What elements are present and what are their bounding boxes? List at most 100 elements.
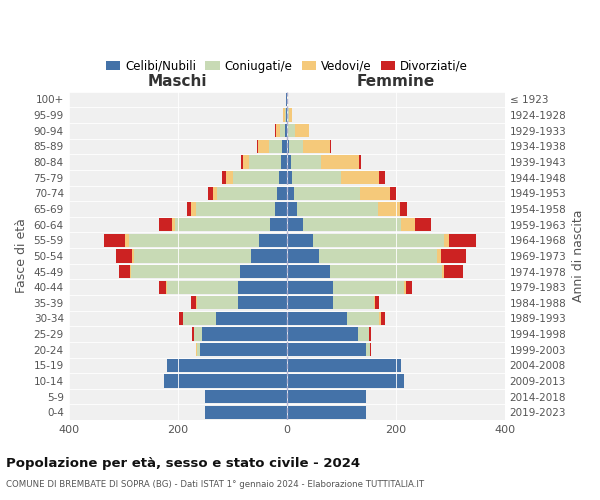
- Bar: [257, 140, 258, 153]
- Bar: [183, 312, 216, 325]
- Bar: [289, 140, 303, 153]
- Bar: [287, 374, 404, 388]
- Bar: [287, 156, 291, 168]
- Bar: [271, 218, 287, 232]
- Bar: [313, 234, 444, 247]
- Bar: [191, 296, 196, 310]
- Bar: [288, 108, 289, 122]
- Bar: [319, 249, 437, 262]
- Bar: [375, 296, 379, 310]
- Bar: [303, 140, 331, 153]
- Bar: [444, 234, 449, 247]
- Bar: [445, 265, 463, 278]
- Bar: [286, 108, 287, 122]
- Legend: Celibi/Nubili, Coniugati/e, Vedovi/e, Divorziati/e: Celibi/Nubili, Coniugati/e, Vedovi/e, Di…: [101, 55, 472, 78]
- Bar: [276, 124, 280, 138]
- Bar: [116, 249, 132, 262]
- Bar: [287, 186, 295, 200]
- Bar: [243, 156, 248, 168]
- Bar: [404, 280, 406, 294]
- Bar: [167, 358, 287, 372]
- Bar: [200, 343, 287, 356]
- Bar: [222, 171, 226, 184]
- Y-axis label: Anni di nascita: Anni di nascita: [572, 210, 585, 302]
- Bar: [259, 234, 287, 247]
- Bar: [295, 186, 360, 200]
- Bar: [366, 343, 370, 356]
- Bar: [205, 406, 287, 419]
- Bar: [251, 249, 287, 262]
- Bar: [258, 140, 269, 153]
- Bar: [287, 406, 366, 419]
- Bar: [390, 186, 397, 200]
- Bar: [187, 202, 191, 215]
- Bar: [172, 218, 175, 232]
- Bar: [303, 218, 401, 232]
- Bar: [287, 296, 333, 310]
- Bar: [104, 234, 125, 247]
- Bar: [132, 249, 134, 262]
- Bar: [287, 312, 347, 325]
- Bar: [441, 249, 466, 262]
- Text: COMUNE DI BREMBATE DI SOPRA (BG) - Dati ISTAT 1° gennaio 2024 - Elaborazione TUT: COMUNE DI BREMBATE DI SOPRA (BG) - Dati …: [6, 480, 424, 489]
- Bar: [291, 156, 321, 168]
- Y-axis label: Fasce di età: Fasce di età: [15, 218, 28, 294]
- Bar: [400, 202, 407, 215]
- Bar: [380, 312, 385, 325]
- Bar: [196, 202, 275, 215]
- Bar: [269, 140, 283, 153]
- Bar: [287, 358, 401, 372]
- Bar: [379, 202, 400, 215]
- Text: Maschi: Maschi: [148, 74, 208, 88]
- Bar: [166, 280, 167, 294]
- Bar: [287, 280, 333, 294]
- Bar: [202, 328, 287, 341]
- Bar: [296, 202, 379, 215]
- Bar: [216, 312, 287, 325]
- Bar: [289, 124, 295, 138]
- Bar: [277, 186, 287, 200]
- Bar: [193, 328, 194, 341]
- Bar: [196, 296, 197, 310]
- Bar: [275, 202, 287, 215]
- Bar: [119, 265, 130, 278]
- Bar: [125, 234, 128, 247]
- Bar: [281, 156, 287, 168]
- Bar: [333, 296, 374, 310]
- Bar: [406, 280, 412, 294]
- Bar: [130, 265, 131, 278]
- Bar: [379, 312, 380, 325]
- Text: Femmine: Femmine: [356, 74, 435, 88]
- Bar: [175, 218, 271, 232]
- Bar: [374, 296, 375, 310]
- Bar: [197, 343, 200, 356]
- Bar: [279, 171, 287, 184]
- Bar: [437, 249, 441, 262]
- Bar: [287, 390, 366, 404]
- Bar: [164, 374, 287, 388]
- Bar: [379, 171, 385, 184]
- Bar: [449, 234, 476, 247]
- Bar: [321, 156, 359, 168]
- Bar: [134, 249, 251, 262]
- Bar: [287, 218, 303, 232]
- Bar: [238, 280, 287, 294]
- Bar: [283, 108, 284, 122]
- Bar: [191, 202, 196, 215]
- Bar: [287, 265, 331, 278]
- Bar: [238, 296, 287, 310]
- Bar: [287, 171, 292, 184]
- Bar: [341, 171, 379, 184]
- Bar: [217, 186, 277, 200]
- Bar: [359, 156, 361, 168]
- Bar: [284, 124, 287, 138]
- Bar: [287, 202, 296, 215]
- Bar: [333, 280, 404, 294]
- Bar: [212, 186, 217, 200]
- Bar: [208, 186, 212, 200]
- Bar: [131, 265, 241, 278]
- Bar: [205, 390, 287, 404]
- Bar: [331, 265, 442, 278]
- Bar: [284, 108, 286, 122]
- Bar: [369, 328, 371, 341]
